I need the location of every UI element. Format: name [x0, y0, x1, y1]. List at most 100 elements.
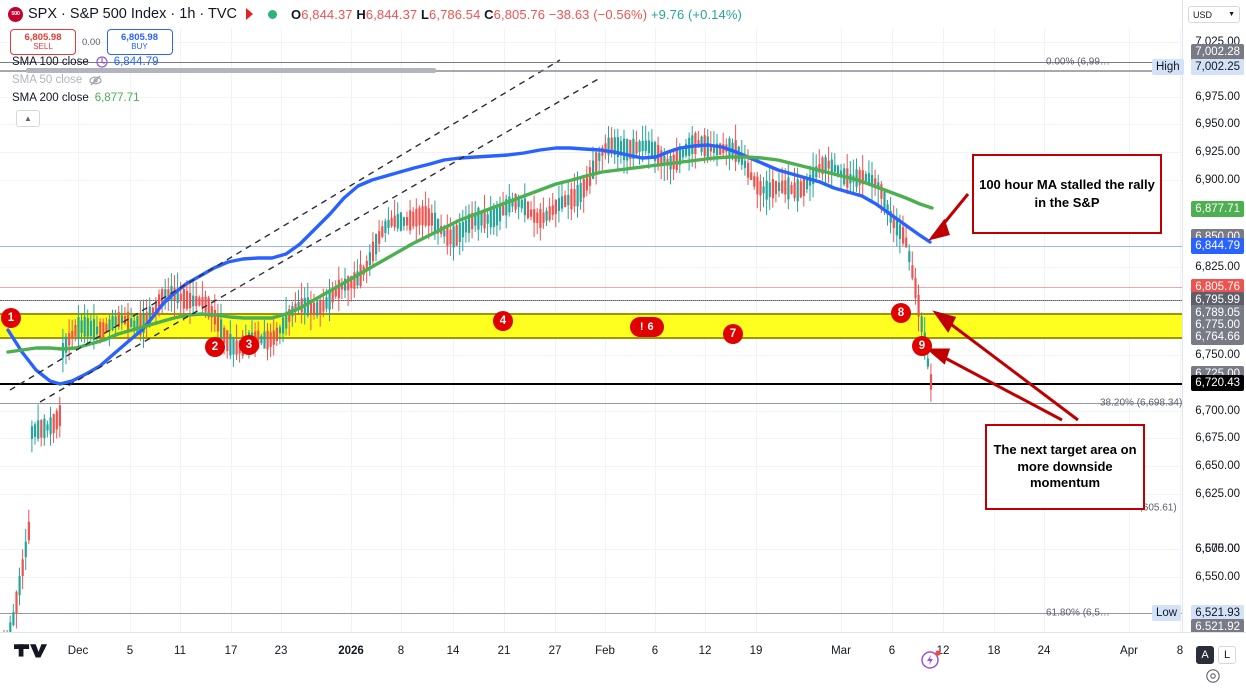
legend-sma-200-value: 6,877.71 [94, 92, 140, 104]
time-tick: 8 [1176, 645, 1184, 657]
ohlc-extra-change-pct: (+0.14%) [688, 6, 742, 22]
price-plot-svg [3, 59, 934, 632]
pane-divider[interactable] [0, 70, 1182, 72]
log-scale-button[interactable]: L [1218, 646, 1236, 664]
chart-marker-4[interactable]: 4 [493, 311, 513, 331]
price-axis[interactable]: 7,025.00 6,975.00 6,950.00 6,925.00 6,900.00… [1182, 0, 1246, 646]
price-tick: 6,575.00 [1195, 543, 1240, 555]
price-tick: 6,675.00 [1195, 432, 1240, 444]
legend-sma-100-name: SMA 100 close [12, 56, 89, 68]
zone-top-line [0, 313, 1182, 315]
ohlc-o-label: O [291, 6, 302, 22]
ohlc-l-value: 6,786.54 [429, 6, 481, 22]
fib-label: 61.80% (6,5… [1046, 607, 1110, 619]
trendline-2 [39, 77, 601, 403]
time-tick: 12 [698, 645, 712, 657]
price-tick: 6,925.00 [1195, 146, 1240, 158]
spread-value: 0.00 [82, 36, 101, 48]
time-tick: Dec [67, 645, 89, 657]
ma-line-sma-100-close [6, 143, 932, 386]
legend-sma-200-name: SMA 200 close [12, 92, 89, 104]
price-tick: 6,975.00 [1195, 91, 1240, 103]
price-tag: 7,002.25 [1191, 59, 1244, 75]
currency-label: USD [1193, 9, 1213, 20]
legend-sma-200[interactable]: SMA 200 close 6,877.71 [12, 92, 139, 104]
time-tick: 27 [548, 645, 562, 657]
market-open-dot-icon [268, 9, 278, 19]
chart-marker-9[interactable]: 9 [912, 336, 932, 356]
gridline-h [0, 466, 1182, 467]
time-tick: 5 [126, 645, 134, 657]
support-line-6720 [0, 383, 1182, 385]
price-tag-side-label: Low [1152, 605, 1182, 621]
fib-line-2360 [0, 300, 1182, 301]
ohlc-change: −38.63 [548, 6, 590, 22]
ohlc-change-pct: (−0.56%) [593, 6, 648, 22]
chart-marker-7[interactable]: 7 [723, 324, 743, 344]
auto-scale-button[interactable]: A [1196, 646, 1214, 664]
sell-label: SELL [33, 41, 53, 51]
currency-selector[interactable]: USD ▼ [1188, 6, 1240, 23]
buy-button[interactable]: 6,805.98 BUY [106, 29, 173, 55]
symbol-title[interactable]: SPX · S&P 500 Index · 1h · TVC [28, 6, 238, 22]
price-tick: 6,900.00 [1195, 174, 1240, 186]
sell-button[interactable]: 6,805.98 SELL [10, 29, 76, 55]
callout-next-target: The next target area on more downside mo… [985, 424, 1145, 510]
buy-label: BUY [131, 41, 148, 51]
refresh-icon[interactable] [96, 56, 108, 68]
time-axis[interactable]: Dec 5 11 17 23 2026 8 14 21 27 Feb 6 12 19 Mar 6 12 18 24 A… [0, 632, 1246, 690]
buy-price: 6,805.98 [121, 31, 158, 43]
time-tick: 17 [224, 645, 238, 657]
lightning-alert-icon[interactable] [920, 648, 942, 670]
collapse-legend-icon[interactable]: ▲ [16, 110, 40, 127]
price-tag: 7,002.28 [1191, 44, 1244, 60]
gridline-h [0, 549, 1182, 550]
gridline-h [0, 577, 1182, 578]
time-tick: 8 [397, 645, 405, 657]
gridline-h [0, 124, 1182, 125]
chart-marker-1[interactable]: 1 [1, 308, 21, 328]
scale-mode-toggles: A L [1196, 646, 1236, 664]
ohlc-h-label: H [356, 6, 366, 22]
gear-icon[interactable] [1205, 668, 1221, 684]
chart-marker-8[interactable]: 8 [891, 303, 911, 323]
gridline-h [0, 494, 1182, 495]
gridline-h [0, 97, 1182, 98]
ohlc-l-label: L [420, 6, 430, 22]
price-tick: 6,825.00 [1195, 261, 1240, 273]
gridline-h [0, 42, 1182, 43]
chevron-down-icon: ▼ [1228, 11, 1235, 18]
price-tick: 6,650.00 [1195, 460, 1240, 472]
price-tag: 6,795.99 [1191, 292, 1244, 308]
price-tick: 6,750.00 [1195, 349, 1240, 361]
price-tag: 6,805.76 [1191, 279, 1244, 295]
time-tick: Mar [831, 645, 851, 657]
fib-line-3820 [0, 403, 1182, 404]
pane-divider-handle[interactable] [26, 68, 436, 73]
sell-price: 6,805.98 [24, 31, 62, 43]
time-tick: 21 [497, 645, 511, 657]
time-tick: 2026 [338, 645, 364, 657]
chart-marker-6[interactable]: ! 6 [630, 317, 664, 337]
ohlc-c-label: C [484, 6, 494, 22]
time-tick: 23 [274, 645, 288, 657]
gridline-h [0, 152, 1182, 153]
time-tick: 14 [446, 645, 460, 657]
gridline-h [0, 355, 1182, 356]
zone-bottom-line [0, 337, 1182, 339]
legend-sma-50[interactable]: SMA 50 close [12, 74, 102, 86]
ohlc-readout: O6,844.37 H6,844.37 L6,786.54 C6,805.76 … [291, 7, 742, 22]
time-tick: 6 [651, 645, 659, 657]
time-tick: Apr [1120, 645, 1138, 657]
sma100-price-line [0, 246, 1182, 247]
tradingview-logo-icon[interactable] [14, 638, 48, 660]
chart-marker-2[interactable]: 2 [205, 337, 225, 357]
candlestick-series [3, 124, 933, 632]
chart-marker-3[interactable]: 3 [239, 335, 259, 355]
spx-logo-icon: 500 [8, 6, 23, 22]
eye-off-icon[interactable] [89, 74, 102, 86]
red-flag-icon [246, 8, 258, 20]
gridline-h [0, 411, 1182, 412]
legend-sma-100[interactable]: SMA 100 close 6,844.79 [12, 56, 158, 68]
